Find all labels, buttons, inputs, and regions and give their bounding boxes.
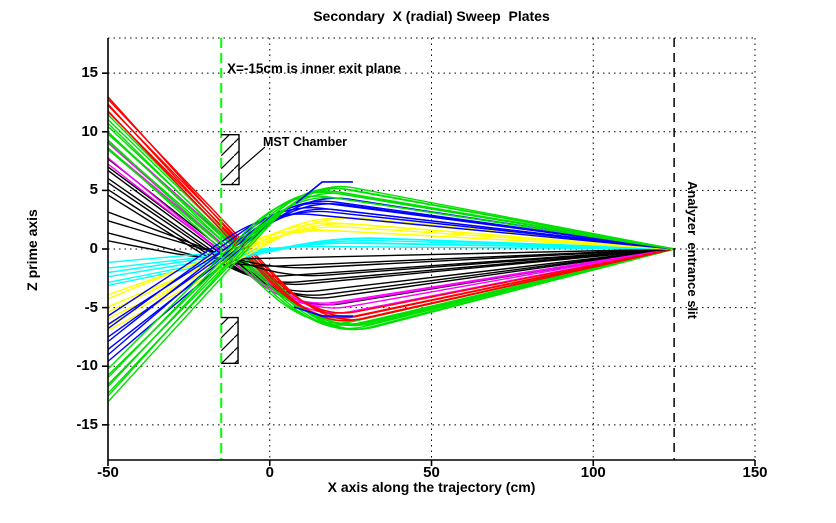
sweep-plates	[293, 181, 353, 317]
chamber-hatch-0	[221, 134, 240, 185]
y-tick-label: -5	[84, 298, 98, 316]
x-tick-label: 150	[742, 464, 768, 481]
bottom-plate	[293, 306, 353, 317]
trajectory-descending-red	[108, 110, 675, 319]
trajectory-ascending-yellow	[108, 229, 675, 296]
trajectory-ascending-green	[108, 195, 675, 370]
x-tick-label: -50	[97, 464, 119, 481]
trajectory-flat-black	[108, 211, 675, 277]
x-tick-label: 50	[423, 464, 440, 481]
mst-leader-line	[237, 146, 266, 171]
y-tick-label: -15	[76, 415, 98, 433]
trajectory-ascending-blue	[108, 202, 675, 343]
trajectory-ascending-yellow	[108, 222, 675, 313]
analyzer-slit-label: Analyzer entrance slit	[685, 181, 700, 319]
trajectory-ascending-green	[108, 187, 675, 394]
y-tick-label: -10	[76, 357, 98, 375]
y-tick-label: 0	[89, 240, 98, 257]
chart-title: Secondary X (radial) Sweep Plates	[313, 8, 550, 24]
top-plate	[295, 181, 353, 204]
axes-spines	[102, 38, 756, 466]
x-axis-label: X axis along the trajectory (cm)	[327, 479, 536, 495]
chamber-border-1	[221, 316, 239, 364]
y-tick-label: 5	[89, 181, 98, 199]
x-tick-label: 0	[265, 464, 274, 481]
trajectory-ascending-blue	[108, 210, 675, 326]
mst-chamber-label: MST Chamber	[263, 135, 348, 149]
exit-plane-annotation: X=-15cm is inner exit plane	[227, 61, 401, 76]
mst-chamber-boxes	[221, 134, 240, 364]
y-tick-label: 15	[81, 64, 98, 82]
trajectory-descending-red	[108, 111, 675, 314]
trajectory-ascending-green	[108, 191, 675, 379]
x-tick-label: 100	[580, 464, 606, 481]
chamber-border-0	[221, 134, 240, 186]
chamber-hatch-1	[221, 317, 239, 364]
trajectory-ascending-cyan	[108, 237, 675, 284]
y-tick-label: 10	[81, 122, 98, 140]
trajectories	[108, 96, 675, 403]
y-axis-label: Z prime axis	[24, 209, 40, 291]
